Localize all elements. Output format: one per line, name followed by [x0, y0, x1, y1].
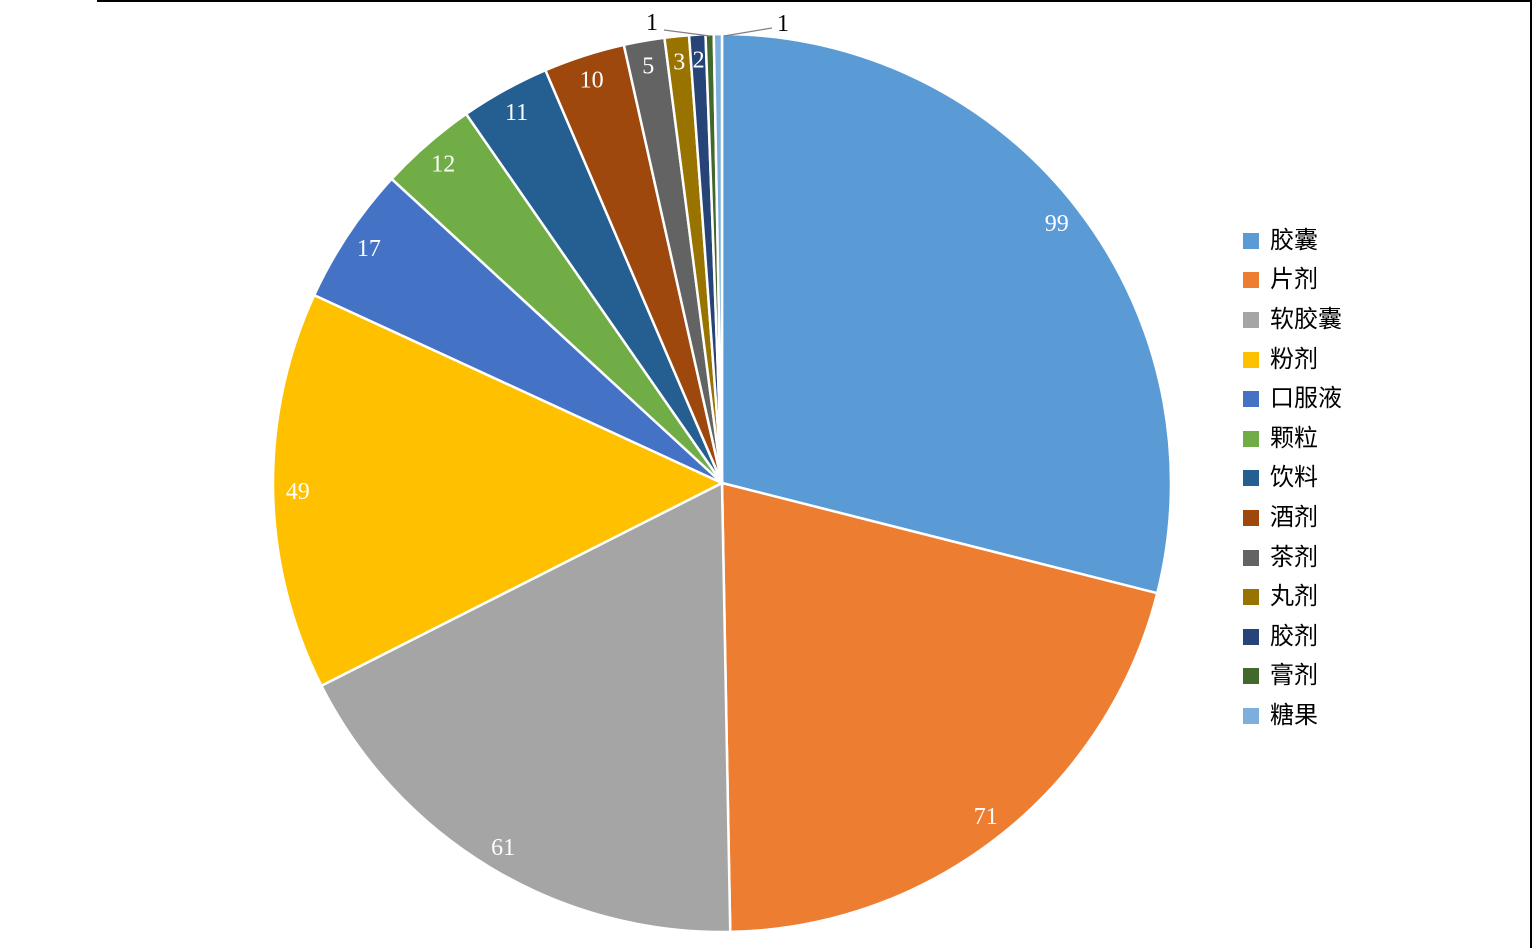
legend-label: 片剂 — [1270, 267, 1318, 294]
legend-label: 胶剂 — [1270, 623, 1318, 650]
legend-label: 茶剂 — [1270, 544, 1318, 571]
legend-item-3: 粉剂 — [1243, 340, 1342, 380]
legend-item-10: 胶剂 — [1243, 617, 1342, 657]
legend-label: 饮料 — [1270, 465, 1318, 492]
pie-slice-1 — [720, 481, 1159, 934]
legend-item-11: 膏剂 — [1243, 657, 1342, 697]
slice-value-label: 3 — [673, 49, 685, 75]
pie-slice-2 — [320, 481, 732, 934]
legend-label: 膏剂 — [1270, 663, 1318, 690]
pie-slice-3 — [271, 293, 724, 687]
top-border-line — [97, 0, 1532, 2]
legend-label: 胶囊 — [1270, 227, 1318, 254]
legend-swatch-icon — [1243, 232, 1259, 249]
legend-label: 丸剂 — [1270, 584, 1318, 611]
legend-swatch-icon — [1243, 628, 1259, 645]
legend-swatch-icon — [1243, 272, 1259, 289]
legend-swatch-icon — [1243, 391, 1259, 408]
slice-value-label: 11 — [505, 100, 528, 126]
slice-value-label-outside: 1 — [777, 11, 789, 37]
legend-label: 粉剂 — [1270, 346, 1318, 373]
leader-line — [723, 27, 773, 37]
pie-slice-12 — [712, 32, 724, 485]
legend-label: 酒剂 — [1270, 504, 1318, 531]
pie-slice-0 — [720, 32, 1173, 595]
slice-value-label: 12 — [431, 151, 455, 177]
legend-swatch-icon — [1243, 549, 1259, 566]
legend-swatch-icon — [1243, 707, 1259, 724]
leader-line — [663, 29, 711, 37]
slice-value-label: 2 — [693, 48, 705, 74]
legend: 胶囊片剂软胶囊粉剂口服液颗粒饮料酒剂茶剂丸剂胶剂膏剂糖果 — [1243, 221, 1342, 736]
legend-item-9: 丸剂 — [1243, 577, 1342, 617]
legend-swatch-icon — [1243, 430, 1259, 447]
right-border-line — [1530, 0, 1532, 948]
legend-item-4: 口服液 — [1243, 379, 1342, 419]
legend-item-12: 糖果 — [1243, 696, 1342, 736]
legend-item-8: 茶剂 — [1243, 538, 1342, 578]
legend-swatch-icon — [1243, 589, 1259, 606]
slice-value-label-outside: 1 — [646, 10, 658, 36]
legend-swatch-icon — [1243, 311, 1259, 328]
legend-swatch-icon — [1243, 470, 1259, 487]
legend-label: 软胶囊 — [1270, 306, 1342, 333]
slice-value-label: 49 — [286, 479, 310, 505]
slice-value-label: 61 — [491, 835, 515, 861]
slice-value-label: 17 — [357, 236, 381, 262]
slice-value-label: 71 — [974, 804, 998, 830]
slice-value-label: 5 — [642, 54, 654, 80]
legend-item-5: 颗粒 — [1243, 419, 1342, 459]
legend-item-6: 饮料 — [1243, 459, 1342, 499]
legend-item-1: 片剂 — [1243, 261, 1342, 301]
legend-swatch-icon — [1243, 509, 1259, 526]
legend-swatch-icon — [1243, 351, 1259, 368]
legend-item-7: 酒剂 — [1243, 498, 1342, 538]
slice-value-label: 10 — [580, 68, 604, 94]
slice-value-label: 99 — [1045, 211, 1069, 237]
legend-item-2: 软胶囊 — [1243, 300, 1342, 340]
legend-item-0: 胶囊 — [1243, 221, 1342, 261]
legend-label: 口服液 — [1270, 386, 1342, 413]
legend-label: 糖果 — [1270, 702, 1318, 729]
legend-swatch-icon — [1243, 668, 1259, 685]
legend-label: 颗粒 — [1270, 425, 1318, 452]
